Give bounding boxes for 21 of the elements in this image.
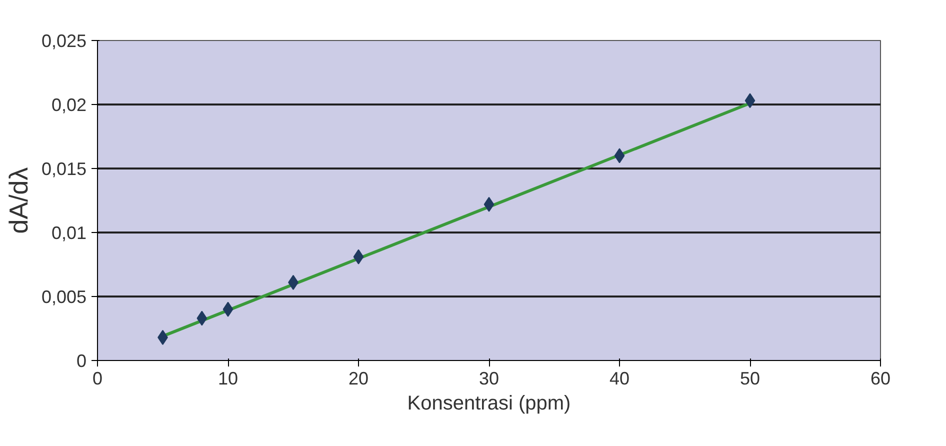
- x-tick-label: 30: [478, 368, 500, 388]
- point: [484, 196, 494, 212]
- point: [744, 93, 756, 108]
- y-tick-label: 0: [76, 351, 87, 371]
- point: [614, 148, 625, 164]
- x-tick-label: 50: [740, 368, 760, 388]
- x-tick-label: 60: [870, 368, 891, 388]
- x-tick-label: 0: [92, 368, 103, 388]
- y-tick-label: 0,01: [51, 223, 87, 243]
- y-tick-label: 0,025: [41, 31, 87, 51]
- point: [196, 310, 208, 326]
- x-tick-label: 40: [609, 368, 630, 388]
- y-tick-label: 0,005: [41, 287, 87, 307]
- x-axis-title: Konsentrasi (ppm): [407, 392, 571, 414]
- point: [222, 302, 234, 317]
- y-tick-label: 0,02: [51, 95, 87, 115]
- x-tick-label: 20: [348, 368, 369, 388]
- point: [353, 249, 364, 264]
- y-tick-label: 0,015: [41, 159, 87, 179]
- y-axis-title: dA/dλ: [3, 167, 34, 234]
- x-tick-label: 10: [218, 368, 238, 388]
